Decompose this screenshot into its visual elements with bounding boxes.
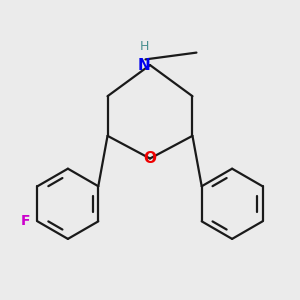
Text: O: O: [143, 151, 157, 166]
Text: F: F: [20, 214, 30, 228]
Text: N: N: [138, 58, 151, 73]
Text: H: H: [140, 40, 149, 53]
